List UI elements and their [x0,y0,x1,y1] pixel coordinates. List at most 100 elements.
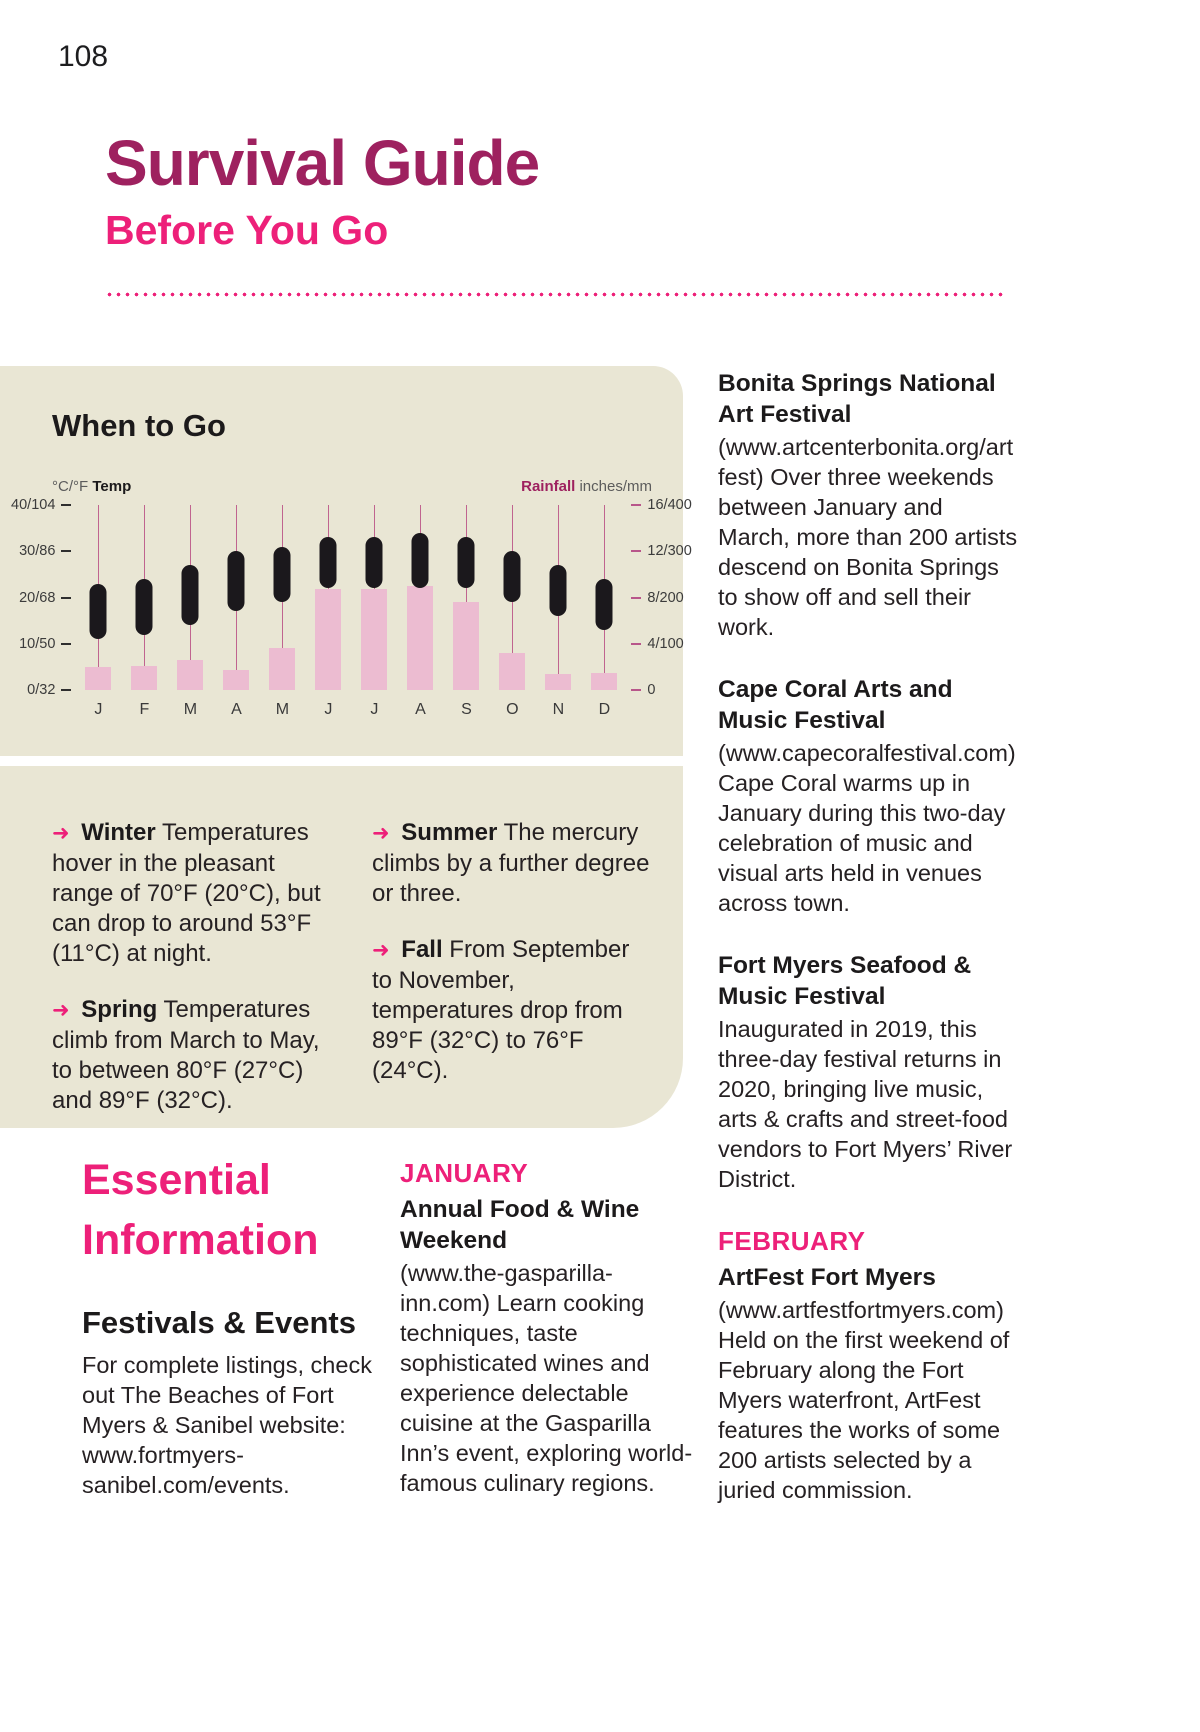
rain-tick: 4/100 [627,636,684,652]
rain-tick: 0 [627,682,656,698]
month-label: S [461,701,472,718]
event-title: Fort Myers Seafood & Music Festival [718,952,972,1010]
rain-tick-label: 8/200 [647,589,684,606]
season-text: Temperatures hover in the pleasant range… [52,819,321,967]
temp-axis-units: °C/°F [52,478,89,495]
chart-month-column: F [121,505,167,718]
month-label: J [324,701,333,718]
season-item-fall: ➜ Fall From September to November, tempe… [372,935,650,1086]
season-name: Winter [81,819,156,846]
chart-month-column: D [581,505,627,718]
event-artfest: ArtFest Fort Myers (www.artfestfortmyers… [718,1262,1018,1505]
chart-plot-row: 40/104 30/86 20/68 10/50 0/32 J F M A M J J A S O N D 1… [11,497,692,730]
temp-axis-ticks: 40/104 30/86 20/68 10/50 0/32 [11,497,75,698]
temp-range-pill [135,579,153,635]
chart-month-column: M [259,505,305,718]
temp-tick: 0/32 [27,682,75,698]
rain-bar [591,672,618,690]
seasons-columns: ➜ Winter Temperatures hover in the pleas… [52,818,653,1142]
tick-dash [631,642,642,645]
month-label: D [598,701,611,718]
rain-bar [85,666,112,690]
rain-bar [361,589,388,690]
tick-dash [631,689,642,691]
tick-dash [61,550,72,553]
event-body: (www.artcenterbonita.org/artfest) Over t… [718,434,1018,640]
page-header: Survival Guide Before You Go [105,127,540,254]
tick-dash [61,642,72,645]
temp-tick-label: 0/32 [27,682,56,698]
month-label: F [139,701,150,718]
arrow-icon: ➜ [372,939,390,962]
survival-guide-title: Survival Guide [105,127,540,199]
temp-range-pill [411,532,429,589]
rain-bar [407,585,434,690]
temp-axis-word: Temp [92,478,132,495]
month-label: J [94,701,103,718]
month-label: A [415,701,426,718]
temp-range-pill [503,551,521,603]
chart-month-column: J [305,505,351,718]
when-to-go-panel: When to Go °C/°F Temp Rainfall inches/mm… [0,366,692,756]
climate-chart: °C/°F Temp Rainfall inches/mm 40/104 30/8… [11,478,692,730]
arrow-icon: ➜ [372,822,390,845]
tick-dash [61,596,72,599]
temp-axis-title: °C/°F Temp [52,478,131,495]
temp-range-pill [181,565,199,626]
rain-bar [499,653,526,690]
temp-range-pill [457,537,475,589]
month-label: J [370,701,379,718]
temp-range-pill [365,537,383,589]
event-title: Bonita Springs National Art Festival [718,370,996,428]
chart-month-column: A [397,505,443,718]
event-title: Annual Food & Wine Weekend [400,1196,640,1254]
january-section: JANUARY Annual Food & Wine Weekend (www.… [400,1158,698,1530]
event-body: (www.capecoralfestival.com) Cape Coral w… [718,740,1016,916]
temp-range-pill [595,579,613,630]
rain-tick-label: 0 [647,682,656,698]
rain-axis-ticks: 16/400 12/300 8/200 4/100 0 [627,497,692,698]
temp-range-pill [273,546,291,603]
rain-axis-word: Rainfall [521,478,576,495]
rain-tick: 16/400 [627,497,692,513]
rain-bar [269,648,296,690]
seasons-panel: ➜ Winter Temperatures hover in the pleas… [0,766,683,1128]
chart-month-column: N [535,505,581,718]
tick-dash [61,504,72,506]
temp-tick: 20/68 [19,590,75,606]
rain-bar [131,665,158,690]
chart-axis-titles: °C/°F Temp Rainfall inches/mm [52,478,652,495]
event-bonita-springs: Bonita Springs National Art Festival (ww… [718,368,1018,642]
rain-tick-label: 4/100 [647,635,684,652]
temp-tick: 30/86 [19,543,75,559]
season-name: Fall [401,936,443,963]
month-label: N [552,701,565,718]
season-item-summer: ➜ Summer The mercury climbs by a further… [372,818,650,909]
chart-month-column: J [351,505,397,718]
temp-range-pill [319,537,337,589]
season-text: From September to November, temperatures… [372,936,630,1084]
rain-bar [223,670,250,690]
tick-dash [631,504,642,506]
season-item-winter: ➜ Winter Temperatures hover in the pleas… [52,818,330,969]
rain-tick-label: 12/300 [647,543,692,560]
temp-tick: 40/104 [11,497,75,513]
before-you-go-subtitle: Before You Go [105,207,389,254]
event-title: ArtFest Fort Myers [718,1264,936,1291]
season-name: Spring [81,996,158,1023]
rain-bar [453,602,480,690]
temp-range-pill [227,551,245,612]
temp-range-pill [89,583,107,640]
chart-month-column: O [489,505,535,718]
temp-range-pill [549,565,567,616]
month-label: A [231,701,242,718]
season-text: The mercury climbs by a further degree o… [372,819,650,907]
event-body: (www.the-gasparilla-inn.com) Learn cooki… [400,1260,693,1496]
rain-bar [545,673,572,690]
festivals-events-body: For complete listings, check out The Bea… [82,1352,372,1498]
chart-month-column: A [213,505,259,718]
chart-month-column: S [443,505,489,718]
arrow-icon: ➜ [52,999,70,1022]
